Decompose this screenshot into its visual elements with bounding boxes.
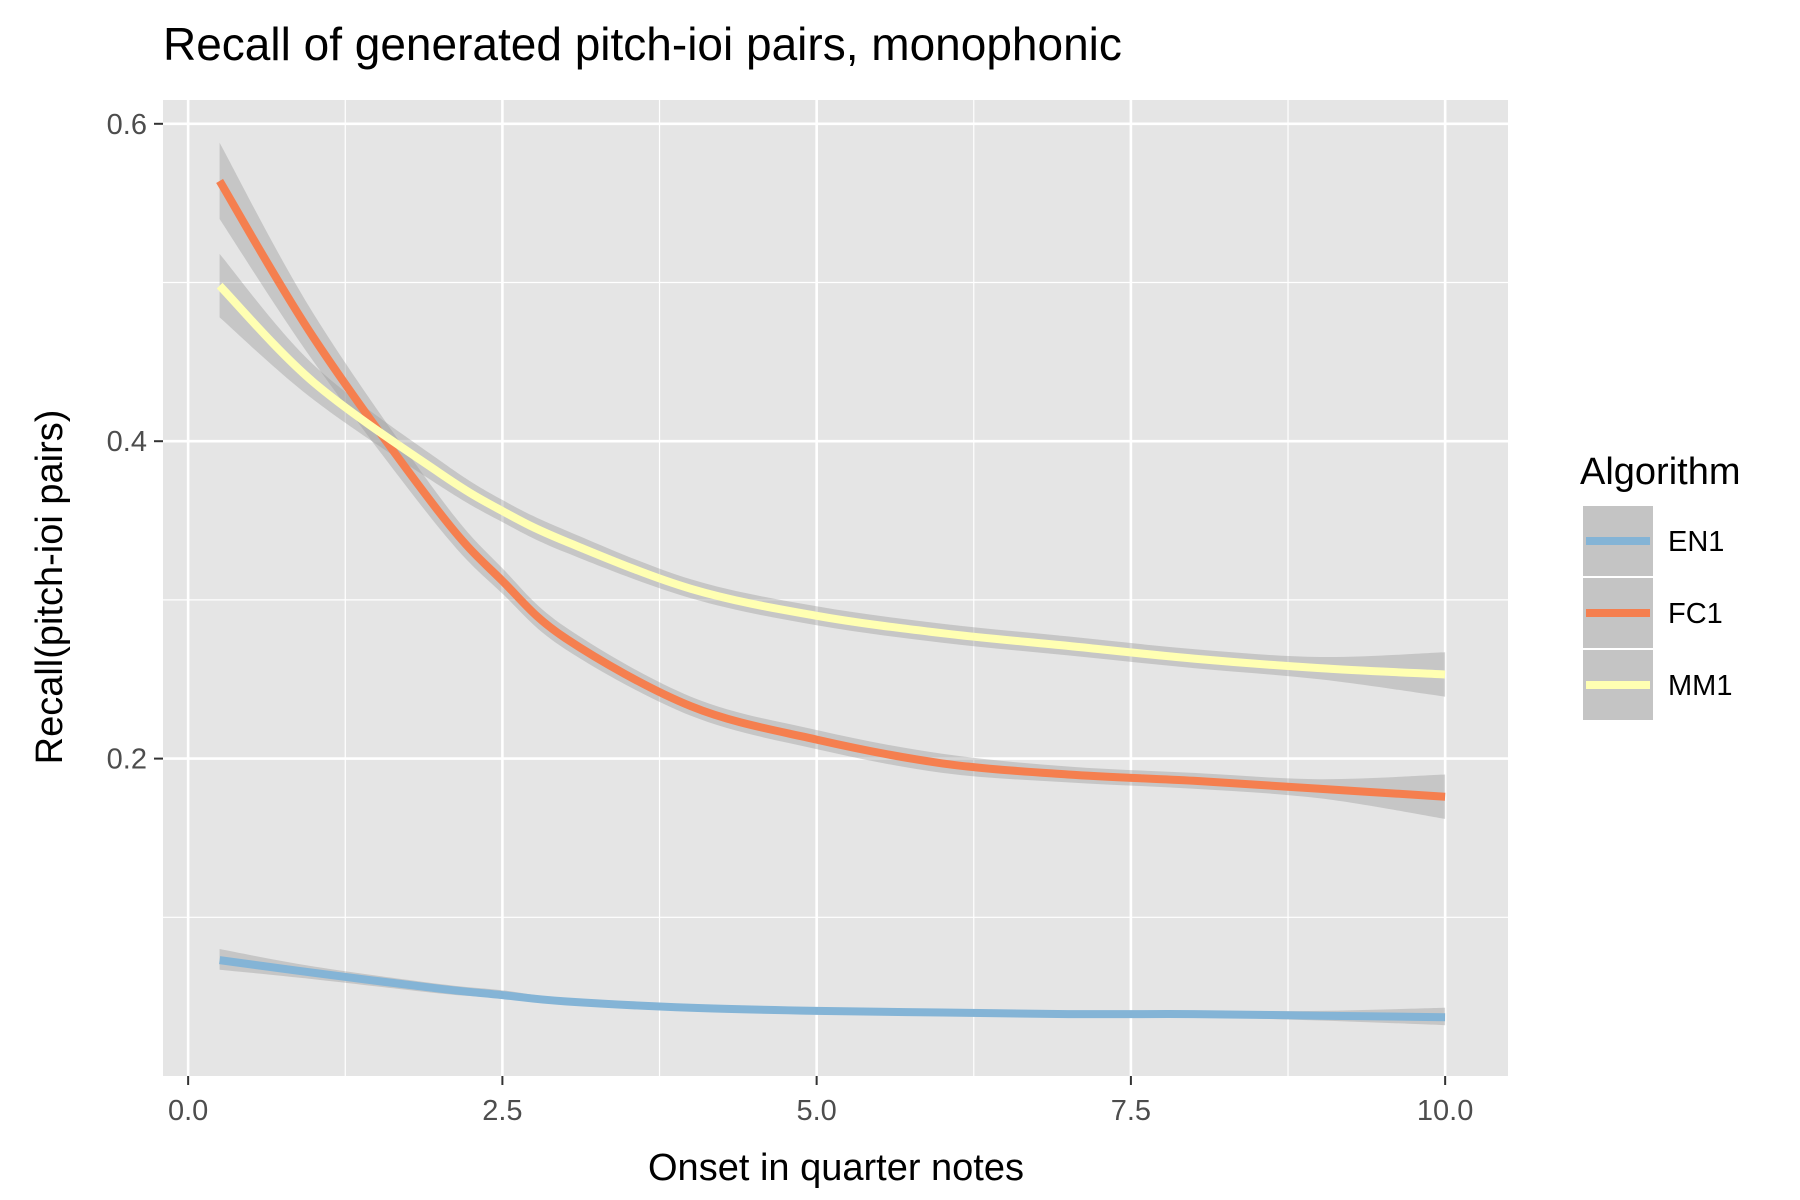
legend-item-fc1: FC1: [1581, 576, 1723, 650]
y-axis-title: Recall(pitch-ioi pairs): [29, 410, 71, 765]
x-tick-label: 5.0: [796, 1095, 836, 1127]
legend-label: MM1: [1668, 670, 1732, 702]
x-tick-label: 7.5: [1111, 1095, 1151, 1127]
legend-item-mm1: MM1: [1581, 648, 1732, 722]
x-tick-label: 2.5: [482, 1095, 522, 1127]
legend-label: FC1: [1668, 598, 1723, 630]
x-tick-label: 10.0: [1417, 1095, 1473, 1127]
series-line-fc1: [216, 178, 1446, 801]
x-axis-tick-labels: 0.0 2.5 5.0 7.5 10.0: [168, 1095, 1473, 1127]
axis-ticks: [154, 122, 1447, 1085]
legend-items: EN1 FC1 MM1: [1581, 504, 1732, 722]
y-axis-tick-labels: 0.2 0.4 0.6: [107, 109, 147, 776]
y-tick-label: 0.2: [107, 744, 147, 776]
legend-title: Algorithm: [1580, 451, 1741, 493]
legend-item-en1: EN1: [1581, 504, 1724, 578]
legend-label: EN1: [1668, 526, 1724, 558]
x-tick-label: 0.0: [168, 1095, 208, 1127]
legend: Algorithm EN1 FC1 MM1: [1580, 451, 1741, 722]
series-line-en1: [219, 956, 1446, 1022]
chart-title: Recall of generated pitch-ioi pairs, mon…: [163, 18, 1122, 70]
plot-panel: [163, 100, 1508, 1076]
series-lines: [216, 178, 1446, 1022]
x-axis-title: Onset in quarter notes: [648, 1147, 1024, 1189]
series-line-mm1: [216, 282, 1446, 679]
y-tick-label: 0.4: [107, 426, 147, 458]
y-tick-label: 0.6: [107, 109, 147, 141]
